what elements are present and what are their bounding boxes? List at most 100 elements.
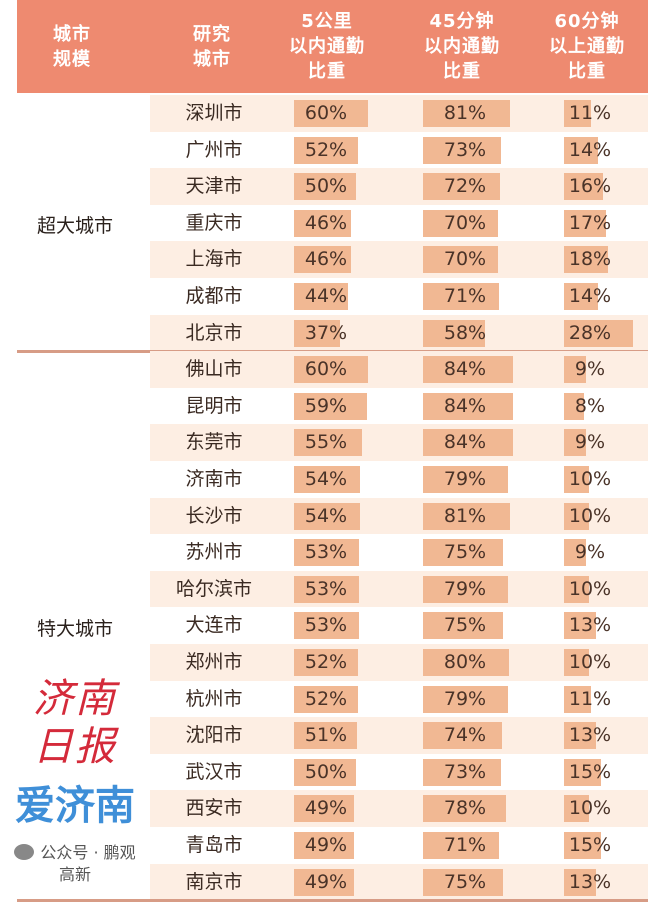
value-label: 49% <box>304 870 348 893</box>
value-bar <box>564 100 591 127</box>
value-bar <box>294 283 349 310</box>
value-bar <box>294 356 368 384</box>
value-bar <box>423 868 504 896</box>
value-bar <box>423 539 504 567</box>
value-bar <box>294 575 360 603</box>
value-bar <box>564 685 591 713</box>
table-row: 天津市 50% 72% 16% <box>150 168 648 205</box>
value-bar <box>294 392 367 420</box>
value-label: 71% <box>443 285 487 307</box>
value-label: 84% <box>443 358 487 381</box>
value-label: 52% <box>304 651 348 673</box>
value-bar <box>423 429 513 457</box>
group-label: 超大城市 <box>36 215 113 238</box>
value-label: 60% <box>304 358 348 381</box>
value-bar <box>423 722 503 750</box>
city-name: 苏州市 <box>185 541 243 564</box>
value-label: 71% <box>443 834 487 856</box>
value-label: 10% <box>568 577 612 600</box>
value-label: 60% <box>304 102 348 124</box>
value-bar <box>564 173 604 201</box>
city-name: 广州市 <box>185 138 243 161</box>
table-row: 郑州市 52% 80% 10% <box>150 644 648 681</box>
value-bar <box>564 209 606 237</box>
table-row: 北京市 37% 58% 28% <box>150 314 648 352</box>
value-bar <box>564 246 609 274</box>
watermark-newspaper: 济南日报 <box>33 676 117 770</box>
value-label: 11% <box>568 102 612 124</box>
city-name: 上海市 <box>185 248 243 271</box>
city-name: 长沙市 <box>185 504 243 527</box>
value-label: 14% <box>568 285 612 307</box>
value-bar <box>564 649 589 676</box>
value-bar <box>564 429 587 457</box>
value-label: 73% <box>443 760 487 783</box>
value-bar <box>423 319 486 347</box>
table-row: 青岛市 49% 71% 15% <box>150 827 648 864</box>
value-label: 52% <box>304 138 348 161</box>
city-name: 济南市 <box>185 468 243 490</box>
value-bar <box>423 832 499 859</box>
value-bar <box>294 795 355 823</box>
watermark-account-text: 公众号 · 鹏观高新 <box>40 843 136 884</box>
value-label: 52% <box>304 687 348 710</box>
value-bar <box>564 319 633 347</box>
value-label: 81% <box>443 504 487 527</box>
value-label: 74% <box>443 724 487 747</box>
header-5km: 5公里 以内通勤 比重 <box>289 11 365 82</box>
header-city-scale: 城市 规模 <box>53 23 91 70</box>
value-label: 79% <box>443 687 487 710</box>
value-label: 81% <box>443 102 487 124</box>
value-bar <box>564 539 587 567</box>
table-header: 城市 规模 研究 城市 5公里 以内通勤 比重 45分钟 以内通勤 比重 60分… <box>17 0 648 93</box>
value-bar <box>294 100 368 127</box>
value-label: 55% <box>304 431 348 454</box>
value-bar <box>423 283 499 310</box>
city-name: 武汉市 <box>185 760 243 783</box>
value-bar <box>564 722 596 750</box>
value-bar <box>294 868 355 896</box>
value-label: 75% <box>443 870 487 893</box>
value-bar <box>294 832 355 859</box>
value-label: 16% <box>568 175 612 198</box>
city-name: 昆明市 <box>185 394 243 417</box>
value-bar <box>294 136 358 164</box>
value-bar <box>564 832 601 859</box>
table-row: 佛山市 60% 84% 9% <box>150 351 648 388</box>
value-label: 78% <box>443 797 487 820</box>
value-label: 50% <box>304 760 348 783</box>
value-label: 84% <box>443 394 487 417</box>
value-bar <box>294 502 361 530</box>
table-row: 重庆市 46% 70% 17% <box>150 205 648 242</box>
watermark-account: 公众号 · 鹏观高新 <box>10 842 140 886</box>
watermark-app: 爱济南 <box>15 783 135 829</box>
value-bar <box>423 209 498 237</box>
city-name: 沈阳市 <box>185 724 243 747</box>
value-label: 44% <box>304 285 348 307</box>
value-bar <box>423 392 513 420</box>
table-row: 武汉市 50% 73% 15% <box>150 754 648 791</box>
city-name: 南京市 <box>185 870 243 893</box>
city-name: 佛山市 <box>185 358 243 381</box>
wechat-icon <box>14 844 35 860</box>
city-name: 郑州市 <box>185 651 243 673</box>
value-label: 80% <box>443 651 487 673</box>
table-row: 东莞市 55% 84% 9% <box>150 424 648 461</box>
value-label: 53% <box>304 541 348 564</box>
value-bar <box>294 612 360 640</box>
value-label: 58% <box>443 321 487 344</box>
value-label: 11% <box>568 687 612 710</box>
value-label: 70% <box>443 248 487 271</box>
value-bar <box>423 612 504 640</box>
value-label: 50% <box>304 175 348 198</box>
group-label: 特大城市 <box>36 617 113 640</box>
value-label: 73% <box>443 138 487 161</box>
value-bar <box>423 685 508 713</box>
header-city: 研究 城市 <box>193 23 231 70</box>
table-row: 上海市 46% 70% 18% <box>150 241 648 278</box>
value-label: 8% <box>574 394 606 417</box>
value-bar <box>294 246 351 274</box>
value-bar <box>564 502 589 530</box>
value-label: 49% <box>304 834 348 856</box>
value-label: 59% <box>304 394 348 417</box>
